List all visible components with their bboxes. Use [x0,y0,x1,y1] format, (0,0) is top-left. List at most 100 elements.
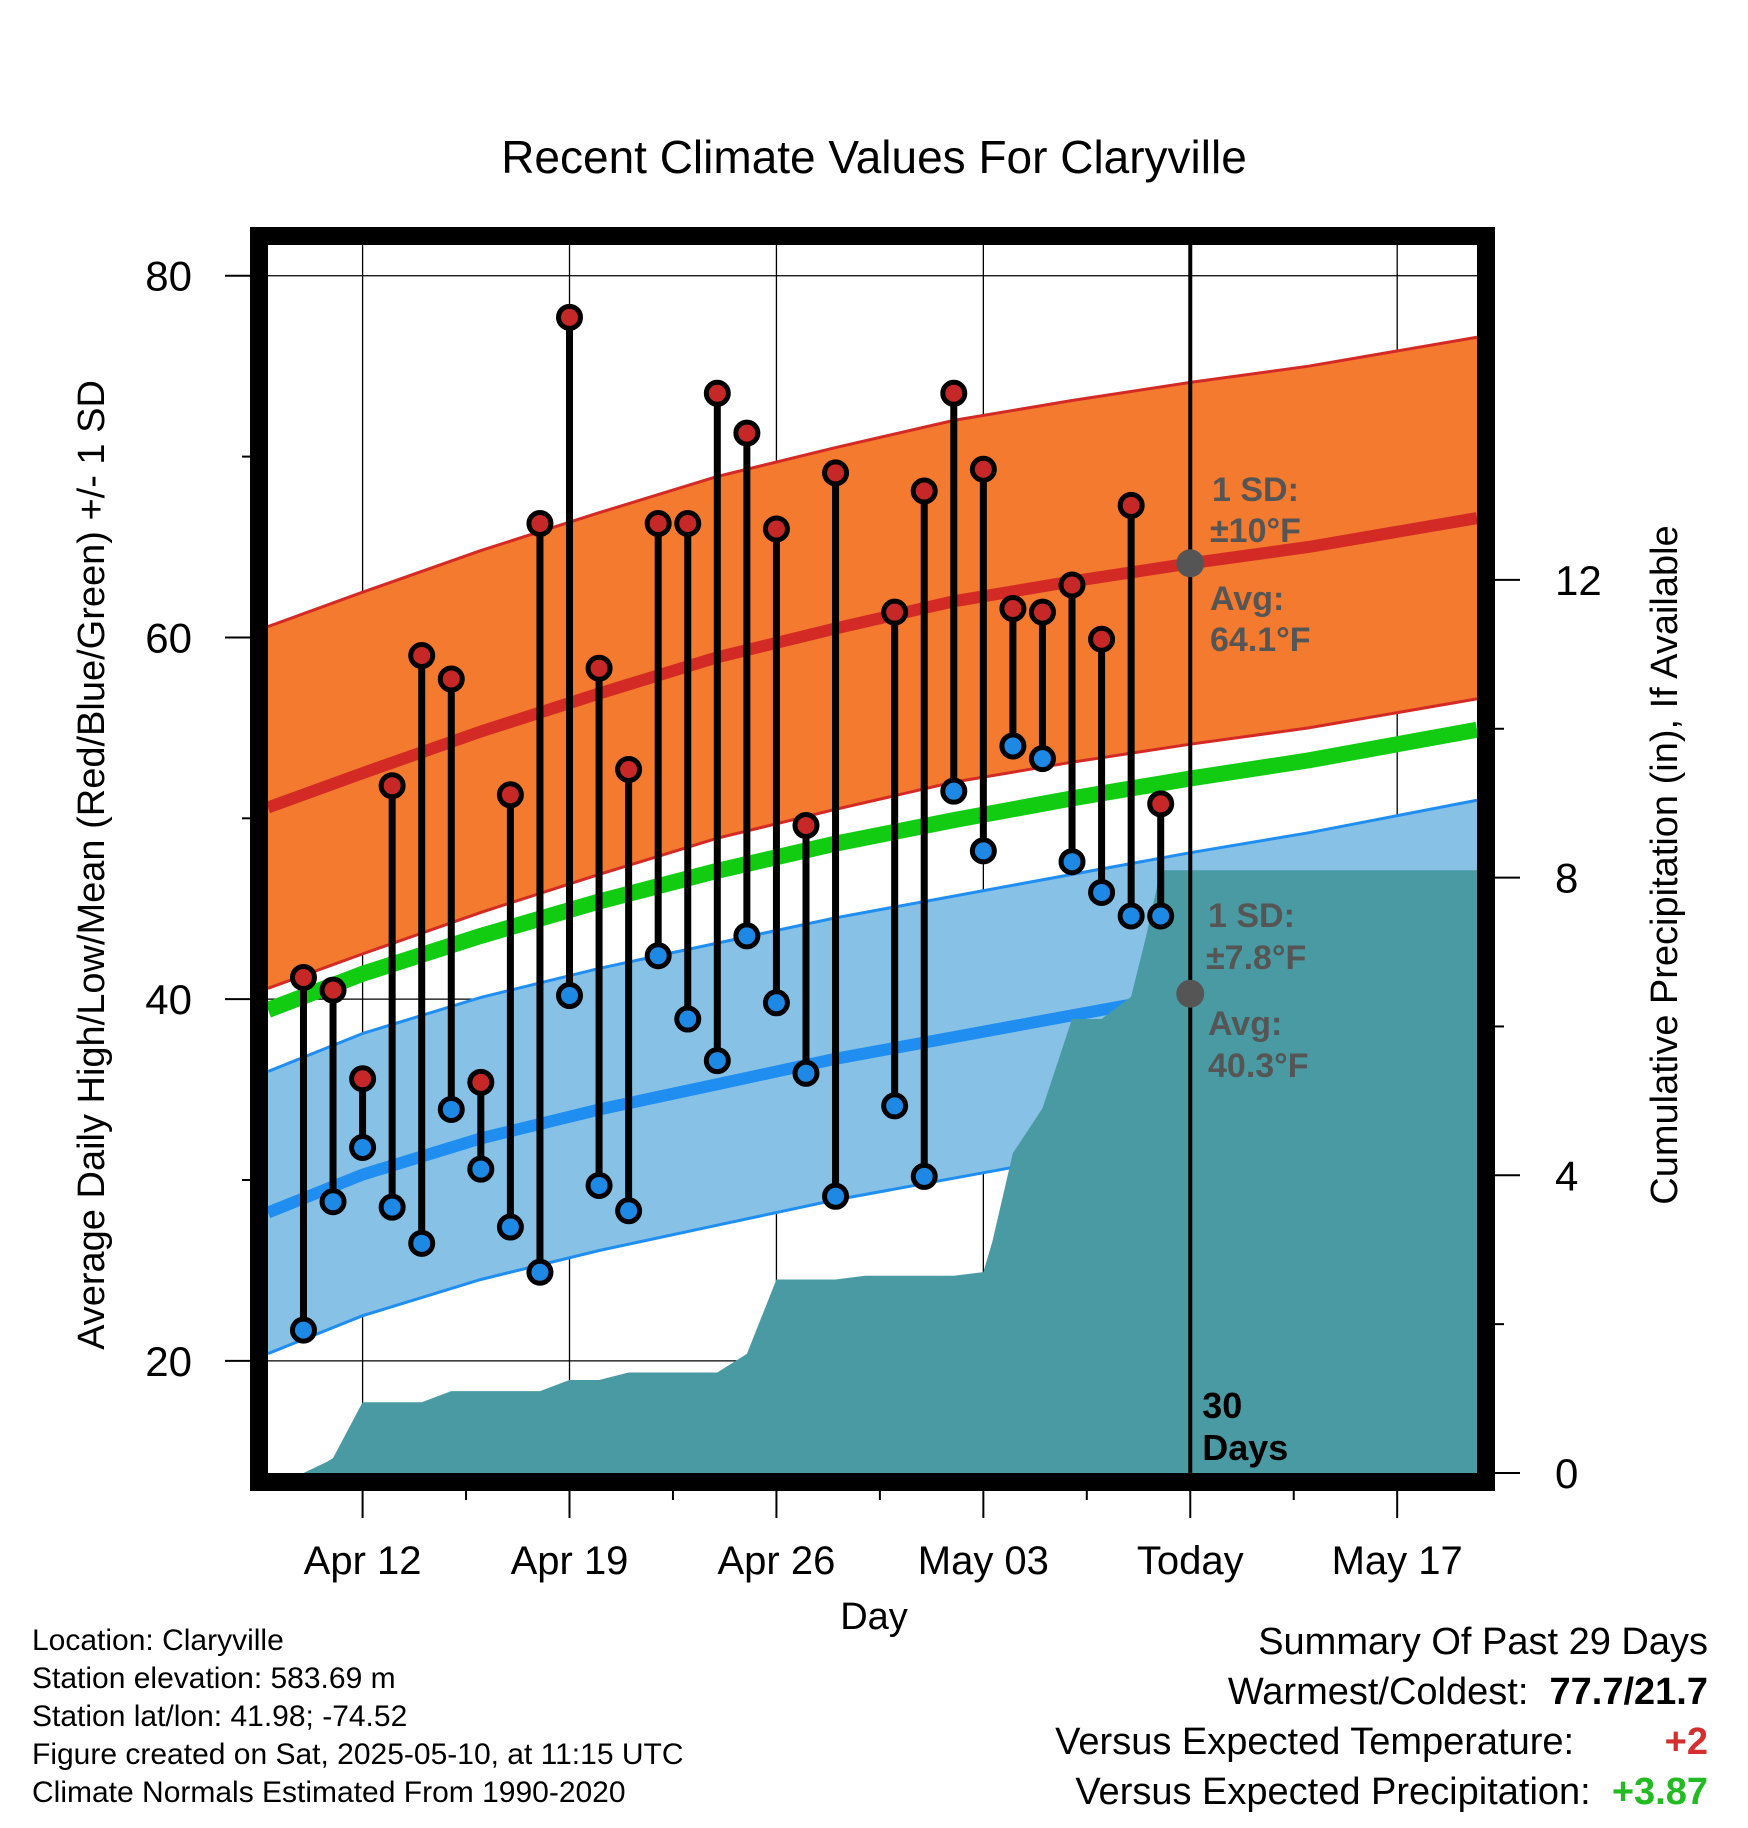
daily-low-point [1058,848,1086,876]
daily-low-point [467,1155,495,1183]
low-sd-label: 1 SD: [1208,897,1295,935]
warm-cold-label: Warmest/Coldest: [1227,1671,1529,1713]
daily-high-point [733,419,761,447]
low-avg-value: 40.3°F [1208,1047,1309,1085]
temp-label: Versus Expected Temperature: [1055,1721,1575,1763]
daily-high-point [319,976,347,1004]
daily-high-point [1058,571,1086,599]
y-tick-label: 20 [145,1338,192,1385]
y-tick-label: 60 [145,614,192,661]
daily-high-point [496,781,524,809]
daily-low-point [940,777,968,805]
daily-high-point [1028,598,1056,626]
today-high-avg-marker [1176,549,1205,578]
daily-low-point [585,1171,613,1199]
daily-low-point [703,1047,731,1075]
low-avg-label: Avg: [1208,1005,1282,1043]
daily-high-point [822,459,850,487]
chart-title: Recent Climate Values For Claryville [501,131,1247,183]
y2-tick-label: 8 [1555,855,1578,902]
summary-temp: Versus Expected Temperature: +2 [1055,1717,1708,1767]
daily-high-point [969,455,997,483]
x-tick-label: Apr 26 [718,1539,836,1583]
daily-low-point [556,982,584,1010]
daily-low-point [349,1133,377,1161]
summary-panel: Summary Of Past 29 Days Warmest/Coldest:… [1055,1617,1708,1817]
daily-high-point [1088,625,1116,653]
daily-high-point [437,665,465,693]
daily-high-point [940,379,968,407]
x-tick-label: May 03 [918,1539,1049,1583]
latlon-text: Station lat/lon: 41.98; -74.52 [32,1700,408,1733]
y-axis-label: Average Daily High/Low/Mean (Red/Blue/Gr… [71,380,113,1350]
elevation-text: Station elevation: 583.69 m [32,1662,396,1695]
daily-low-point [822,1182,850,1210]
normals-text: Climate Normals Estimated From 1990-2020 [32,1776,626,1809]
high-sd-value: ±10°F [1210,512,1301,550]
daily-low-point [792,1059,820,1087]
daily-low-point [910,1162,938,1190]
y-tick-label: 40 [145,976,192,1023]
x-tick-label: Apr 12 [304,1539,422,1583]
daily-high-point [526,510,554,538]
daily-low-point [615,1197,643,1225]
daily-high-point [703,379,731,407]
daily-low-point [526,1258,554,1286]
high-sd-label: 1 SD: [1212,471,1299,509]
location-text: Location: Claryville [32,1624,284,1657]
summary-precip: Versus Expected Precipitation: +3.87 [1055,1767,1708,1817]
daily-low-point [762,989,790,1017]
daily-low-point [437,1095,465,1123]
created-text: Figure created on Sat, 2025-05-10, at 11… [32,1738,684,1771]
summary-warm-cold: Warmest/Coldest: 77.7/21.7 [1055,1667,1708,1717]
daily-high-point [378,772,406,800]
plot-frame [250,227,1495,1491]
daily-high-point [289,963,317,991]
daily-low-point [733,922,761,950]
daily-high-point [762,515,790,543]
daily-low-point [644,942,672,970]
daily-high-point [881,598,909,626]
x-tick-label: May 17 [1332,1539,1463,1583]
y2-tick-label: 0 [1555,1450,1578,1497]
daily-low-point [1147,902,1175,930]
daily-high-point [349,1065,377,1093]
daily-high-point [408,642,436,670]
daily-low-point [319,1188,347,1216]
daily-high-point [1117,491,1145,519]
daily-high-point [615,755,643,783]
warm-cold-value: 77.7/21.7 [1549,1671,1708,1713]
y2-tick-label: 12 [1555,557,1602,604]
y2-axis-label: Cumulative Precipitation (in), If Availa… [1644,525,1686,1204]
daily-high-point [585,654,613,682]
daily-high-point [910,477,938,505]
x-axis-label: Day [840,1596,908,1638]
x-tick-label: Apr 19 [511,1539,629,1583]
daily-low-point [969,837,997,865]
daily-high-point [792,812,820,840]
daily-low-point [999,732,1027,760]
precip-area [268,870,1477,1473]
daily-low-point [289,1316,317,1344]
high-avg-value: 64.1°F [1210,621,1311,659]
daily-low-point [881,1092,909,1120]
precip-label: Versus Expected Precipitation: [1075,1771,1591,1813]
summary-title: Summary Of Past 29 Days [1258,1621,1708,1663]
precip-value: +3.87 [1611,1771,1708,1813]
temp-value: +2 [1664,1721,1708,1763]
today-low-avg-marker [1176,979,1205,1008]
station-info: Location: Claryville Station elevation: … [32,1622,684,1812]
daily-high-point [1147,790,1175,818]
daily-high-point [556,303,584,331]
today-days-word: Days [1202,1427,1288,1468]
daily-low-point [1117,902,1145,930]
daily-low-point [408,1229,436,1257]
low-sd-value: ±7.8°F [1206,939,1306,977]
daily-high-point [644,510,672,538]
daily-low-point [1088,878,1116,906]
y2-tick-label: 4 [1555,1152,1578,1199]
x-tick-label: Today [1137,1539,1244,1583]
y-tick-label: 80 [145,253,192,300]
